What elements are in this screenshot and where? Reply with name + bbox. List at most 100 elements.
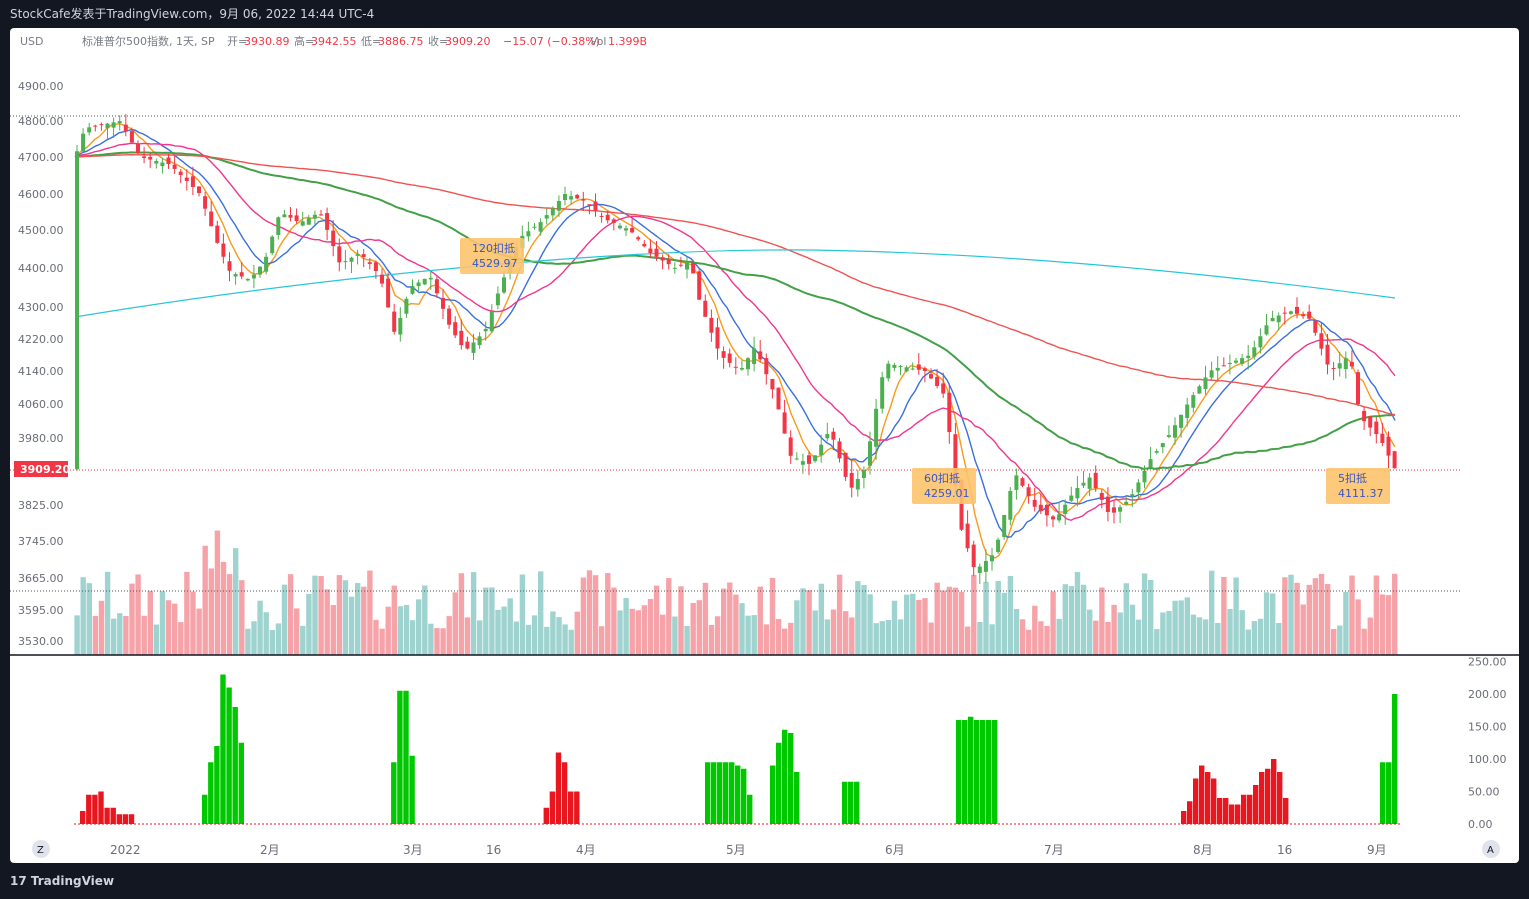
- x-tick-label: 4月: [576, 843, 596, 857]
- volume-bar: [233, 548, 239, 655]
- candle-body: [1014, 475, 1019, 490]
- volume-bar: [824, 619, 831, 655]
- callout-box: [1326, 468, 1390, 504]
- indicator-bar: [98, 791, 104, 824]
- candle-body: [203, 196, 208, 209]
- x-tick-label: 3月: [403, 843, 423, 857]
- candle-body: [337, 246, 342, 263]
- candle-body: [910, 368, 915, 370]
- volume-bar: [843, 611, 849, 655]
- candle-body: [245, 278, 250, 281]
- candle-body: [880, 377, 885, 409]
- volume-bar: [269, 629, 275, 655]
- volume-bar: [855, 581, 861, 655]
- candle-body: [99, 124, 104, 126]
- candle-body: [922, 368, 927, 371]
- volume-bar: [1032, 605, 1038, 655]
- volume-bar: [342, 580, 349, 655]
- indicator-bar: [1217, 798, 1223, 824]
- indicator-bar: [128, 814, 135, 824]
- volume-bar: [983, 581, 989, 655]
- candle-body: [172, 164, 177, 169]
- indicator-axis[interactable]: 250.00 200.00 150.00 100.00 50.00 0.00: [1468, 656, 1507, 832]
- candle-body: [977, 566, 982, 573]
- volume-bar: [568, 629, 574, 655]
- indicator-bar: [1241, 794, 1247, 824]
- volume-bar: [306, 593, 312, 655]
- currency-label: USD: [20, 35, 44, 48]
- candle-body: [721, 351, 726, 358]
- indicator-bar: [104, 807, 110, 824]
- volume-bar: [818, 583, 824, 655]
- volume-bar: [1202, 619, 1209, 655]
- volume-bar: [562, 624, 568, 655]
- volume-bar: [361, 586, 367, 655]
- candle-body: [819, 444, 824, 456]
- candle-body: [654, 248, 659, 257]
- volume-bar: [714, 616, 721, 655]
- candle-body: [81, 133, 86, 152]
- candle-body: [776, 387, 781, 410]
- indicator-bar: [794, 772, 800, 824]
- candle-body: [1380, 433, 1385, 443]
- volume-bar: [470, 572, 477, 655]
- volume-bar: [1062, 584, 1068, 655]
- candle-body: [276, 217, 281, 235]
- volume-bar: [1239, 610, 1245, 655]
- volume-bar: [531, 615, 538, 655]
- indicator-bar: [214, 746, 220, 824]
- volume-bar: [172, 603, 178, 655]
- candle-body: [1282, 312, 1287, 314]
- volume-bar: [287, 574, 294, 655]
- volume-bar: [477, 620, 483, 655]
- volume-bar: [1154, 629, 1160, 655]
- volume-bar: [1166, 610, 1172, 655]
- candle-body: [697, 271, 702, 300]
- candle-body: [1099, 492, 1104, 500]
- indicator-bar: [86, 794, 92, 824]
- volume-bar: [159, 591, 166, 655]
- indicator-bar: [1199, 765, 1205, 824]
- candle-body: [746, 358, 750, 370]
- candle-body: [422, 278, 427, 285]
- candle-body: [703, 300, 708, 317]
- candle-body: [190, 176, 195, 187]
- candle-body: [1136, 482, 1141, 493]
- candle-body: [1044, 504, 1049, 516]
- volume-bar: [934, 582, 940, 655]
- candle-body: [453, 322, 458, 336]
- candle-body: [953, 434, 958, 485]
- candle-body: [428, 277, 433, 280]
- chart-svg[interactable]: 120扣抵 4529.97 60扣抵 4259.01 5扣抵 4111.37 4900.0…: [10, 28, 1519, 863]
- candle-body: [868, 441, 872, 466]
- indicator-bar: [741, 768, 747, 824]
- tradingview-logo[interactable]: 𝟭𝟳 TradingView: [10, 866, 114, 896]
- volume-bar: [226, 574, 233, 655]
- price-axis[interactable]: 4900.00 4800.00 4700.00 4600.00 4500.00 4400.…: [18, 80, 64, 648]
- candle-body: [1215, 367, 1220, 371]
- candle-body: [105, 123, 110, 129]
- volume-bar: [1026, 629, 1032, 655]
- volume-bar: [391, 585, 397, 655]
- y-tick-label: 4400.00: [18, 262, 64, 275]
- volume-bar: [153, 624, 160, 655]
- time-axis[interactable]: 2022 2月 3月 16 4月 5月 6月 7月 8月 16 9月: [110, 843, 1387, 857]
- chart-container[interactable]: 120扣抵 4529.97 60扣抵 4259.01 5扣抵 4111.37 4900.0…: [10, 28, 1519, 863]
- candle-body: [117, 121, 122, 124]
- volume-bar: [1050, 591, 1056, 655]
- volume-bar: [599, 626, 605, 655]
- indicator-bar: [1259, 772, 1265, 824]
- volume-bar: [80, 577, 86, 655]
- volume-bar: [1080, 584, 1087, 655]
- volume-bar: [782, 628, 788, 655]
- a-button[interactable]: [1482, 840, 1500, 858]
- y-tick-label: 4300.00: [18, 301, 64, 314]
- volume-bar: [1245, 629, 1251, 655]
- volume-bar: [501, 606, 507, 655]
- volume-bar: [74, 615, 80, 655]
- z-button[interactable]: [32, 840, 50, 858]
- volume-bar: [958, 591, 965, 655]
- y-tick-label: 3665.00: [18, 572, 64, 585]
- candle-body: [239, 272, 244, 277]
- candle-body: [361, 254, 366, 258]
